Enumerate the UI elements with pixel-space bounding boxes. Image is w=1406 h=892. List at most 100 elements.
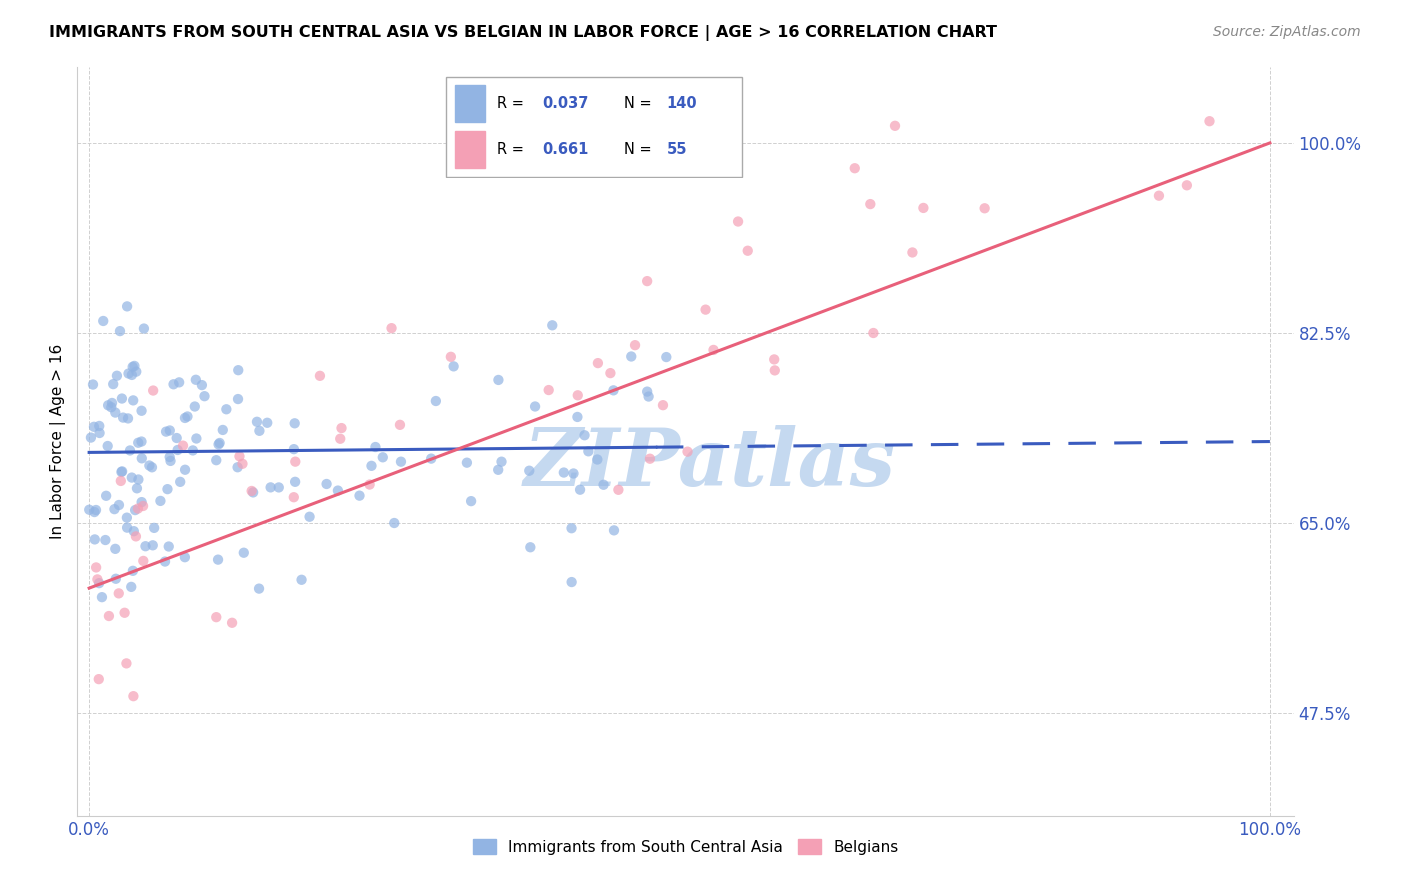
Point: [89, 425, 111, 440]
Text: N =: N =: [624, 142, 652, 157]
Point: [592, 477, 614, 491]
Point: [695, 302, 717, 317]
Point: [97, 609, 120, 624]
Point: [94, 489, 117, 503]
Point: [172, 439, 194, 453]
Point: [83, 533, 105, 547]
Point: [567, 409, 589, 424]
Point: [576, 444, 599, 458]
Text: R =: R =: [498, 96, 524, 111]
Point: [131, 434, 153, 449]
Point: [114, 606, 136, 620]
Point: [859, 197, 882, 211]
Point: [207, 552, 229, 566]
Point: [87, 576, 110, 591]
Bar: [456, 131, 485, 168]
Point: [491, 455, 513, 469]
Text: IMMIGRANTS FROM SOUTH CENTRAL ASIA VS BELGIAN IN LABOR FORCE | AGE > 16 CORRELAT: IMMIGRANTS FROM SOUTH CENTRAL ASIA VS BE…: [49, 25, 997, 41]
Point: [125, 365, 148, 379]
Point: [349, 489, 371, 503]
Point: [166, 431, 188, 445]
Point: [443, 359, 465, 374]
Point: [87, 672, 110, 686]
Point: [131, 451, 153, 466]
Point: [636, 384, 658, 399]
Point: [1175, 178, 1198, 193]
Point: [326, 483, 349, 498]
Point: [912, 201, 935, 215]
Point: [607, 483, 630, 497]
Point: [226, 460, 249, 475]
Point: [125, 529, 148, 543]
Point: [702, 343, 724, 357]
Point: [636, 274, 658, 288]
Point: [174, 411, 197, 425]
Point: [184, 373, 207, 387]
Point: [104, 406, 127, 420]
Point: [155, 425, 177, 439]
Point: [205, 610, 228, 624]
Point: [122, 564, 145, 578]
Point: [115, 510, 138, 524]
Point: [91, 314, 114, 328]
Point: [83, 419, 105, 434]
Point: [159, 424, 181, 438]
Point: [107, 586, 129, 600]
Point: [221, 615, 243, 630]
Point: [561, 575, 583, 590]
Point: [456, 456, 478, 470]
Point: [141, 460, 163, 475]
Point: [143, 521, 166, 535]
Point: [973, 201, 995, 215]
Point: [246, 415, 269, 429]
Point: [127, 501, 149, 516]
Point: [602, 384, 624, 398]
Point: [240, 483, 263, 498]
Point: [215, 402, 238, 417]
Point: [159, 454, 181, 468]
Point: [599, 366, 621, 380]
Point: [111, 464, 134, 478]
Point: [364, 440, 387, 454]
Point: [524, 400, 547, 414]
Point: [167, 376, 190, 390]
Point: [84, 560, 107, 574]
Point: [541, 318, 564, 333]
Point: [127, 435, 149, 450]
Point: [122, 524, 145, 538]
Point: [389, 455, 412, 469]
Point: [259, 480, 281, 494]
Point: [124, 359, 146, 373]
Point: [620, 350, 643, 364]
Point: [425, 394, 447, 409]
Point: [652, 398, 675, 412]
Point: [108, 324, 131, 338]
Point: [153, 555, 176, 569]
Point: [117, 367, 139, 381]
Point: [121, 359, 143, 374]
Point: [1198, 114, 1220, 128]
Point: [103, 502, 125, 516]
Point: [371, 450, 394, 465]
Point: [121, 470, 143, 484]
Point: [156, 482, 179, 496]
Point: [359, 477, 381, 491]
Point: [111, 392, 134, 406]
Point: [83, 505, 105, 519]
Point: [1147, 188, 1170, 202]
Point: [104, 572, 127, 586]
Legend: Immigrants from South Central Asia, Belgians: Immigrants from South Central Asia, Belg…: [467, 833, 904, 861]
Point: [231, 457, 253, 471]
Point: [125, 481, 148, 495]
Point: [110, 474, 132, 488]
Point: [184, 400, 207, 414]
Point: [517, 464, 540, 478]
Point: [603, 524, 626, 538]
Point: [193, 389, 215, 403]
Point: [208, 436, 231, 450]
Point: [97, 398, 120, 412]
Point: [142, 384, 165, 398]
Point: [89, 419, 111, 434]
Point: [537, 383, 560, 397]
Point: [191, 378, 214, 392]
